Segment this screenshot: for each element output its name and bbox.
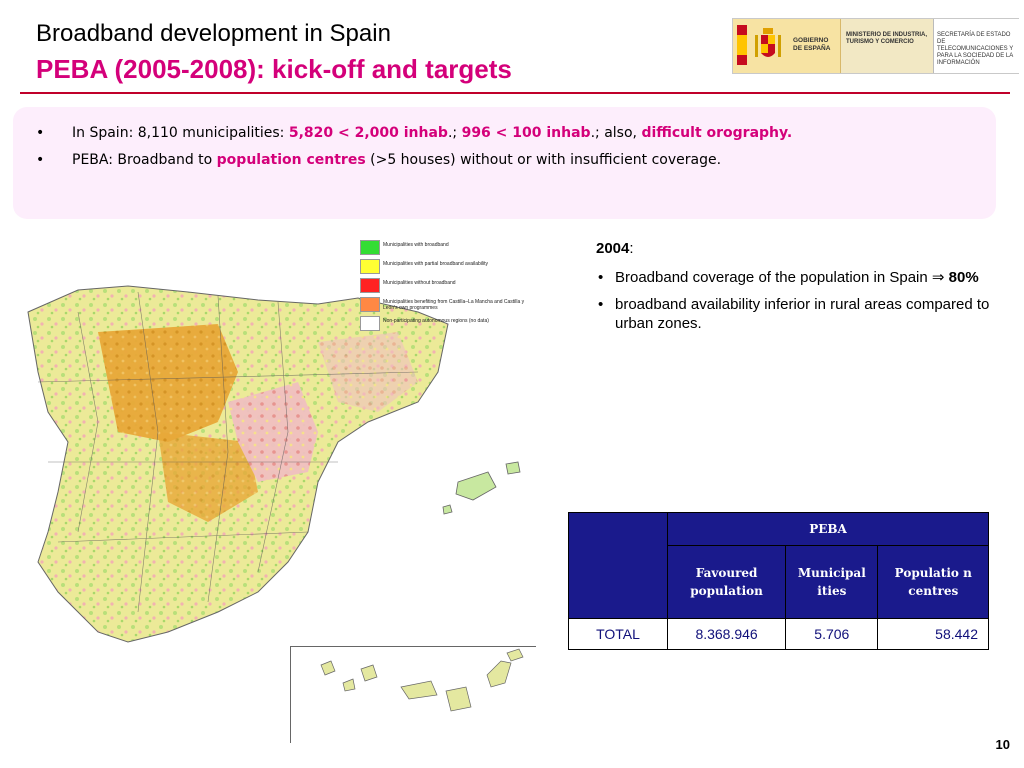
implies-arrow-icon: ⇒: [931, 269, 945, 286]
logo-ministry-text: MINISTERIO DE INDUSTRIA, TURISMO Y COMER…: [846, 32, 928, 45]
legend-item: Municipalities with broadband: [360, 238, 540, 256]
page-number: 10: [995, 737, 1010, 752]
legend-item: Municipalities benefiting from Castilla–…: [360, 295, 540, 313]
spain-flag-icon: [737, 25, 747, 65]
legend-item: Municipalities with partial broadband av…: [360, 257, 540, 275]
finding-rural: • broadband availability inferior in rura…: [598, 296, 990, 332]
legend-swatch: [360, 297, 380, 312]
col-municipalities: Municipal ities: [785, 545, 879, 619]
logo-secretariat-text: SECRETARÍA DE ESTADO DE TELECOMUNICACION…: [937, 32, 1014, 66]
intro-box: [13, 107, 996, 219]
page-title-line2: PEBA (2005-2008): kick-off and targets: [36, 54, 512, 84]
legend-item: Municipalities without broadband: [360, 276, 540, 294]
col-favoured-population: Favoured population: [666, 545, 787, 619]
cell-favoured-population: 8.368.946: [666, 618, 787, 650]
coat-of-arms-icon: [755, 28, 781, 57]
table-row: TOTAL 8.368.946 5.706 58.442: [568, 618, 989, 650]
canary-islands-inset: [290, 646, 536, 743]
year-heading: 2004:: [596, 240, 634, 257]
table-group-header: PEBA: [667, 512, 989, 546]
legend-swatch: [360, 259, 380, 274]
logo-gov-text: GOBIERNO DE ESPAÑA: [793, 37, 831, 52]
legend-swatch: [360, 240, 380, 255]
peba-table: PEBA Favoured population Municipal ities…: [568, 512, 989, 650]
title-divider: [20, 92, 1010, 94]
table-corner: [568, 512, 668, 619]
cell-population-centres: 58.442: [877, 618, 989, 650]
legend-item: Non-participating autonomous regions (no…: [360, 314, 540, 332]
map-legend: Municipalities with broadband Municipalit…: [360, 238, 540, 333]
legend-label: Municipalities without broadband: [383, 280, 456, 286]
findings-list: • Broadband coverage of the population in…: [596, 268, 996, 341]
finding-coverage: • Broadband coverage of the population in…: [598, 269, 979, 286]
row-label-total: TOTAL: [568, 618, 668, 650]
cell-municipalities: 5.706: [785, 618, 879, 650]
legend-label: Municipalities with partial broadband av…: [383, 261, 489, 267]
legend-swatch: [360, 278, 380, 293]
col-population-centres: Populatio n centres: [877, 545, 989, 619]
legend-label: Municipalities benefiting from Castilla–…: [383, 299, 525, 311]
page-title-line1: Broadband development in Spain: [36, 20, 391, 47]
legend-label: Non-participating autonomous regions (no…: [383, 318, 489, 324]
spain-coverage-map: [27, 285, 521, 643]
legend-swatch: [360, 316, 380, 331]
legend-label: Municipalities with broadband: [383, 242, 449, 248]
government-logo: GOBIERNO DE ESPAÑA MINISTERIO DE INDUSTR…: [732, 18, 1019, 74]
